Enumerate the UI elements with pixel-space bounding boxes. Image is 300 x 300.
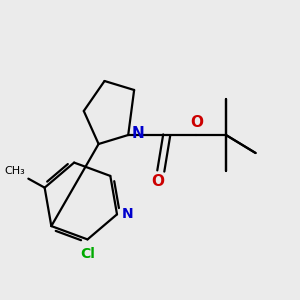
Text: O: O [190, 116, 203, 130]
Text: N: N [131, 126, 144, 141]
Text: Cl: Cl [80, 247, 95, 261]
Text: N: N [122, 207, 133, 221]
Text: CH₃: CH₃ [4, 166, 26, 176]
Text: O: O [151, 174, 164, 189]
